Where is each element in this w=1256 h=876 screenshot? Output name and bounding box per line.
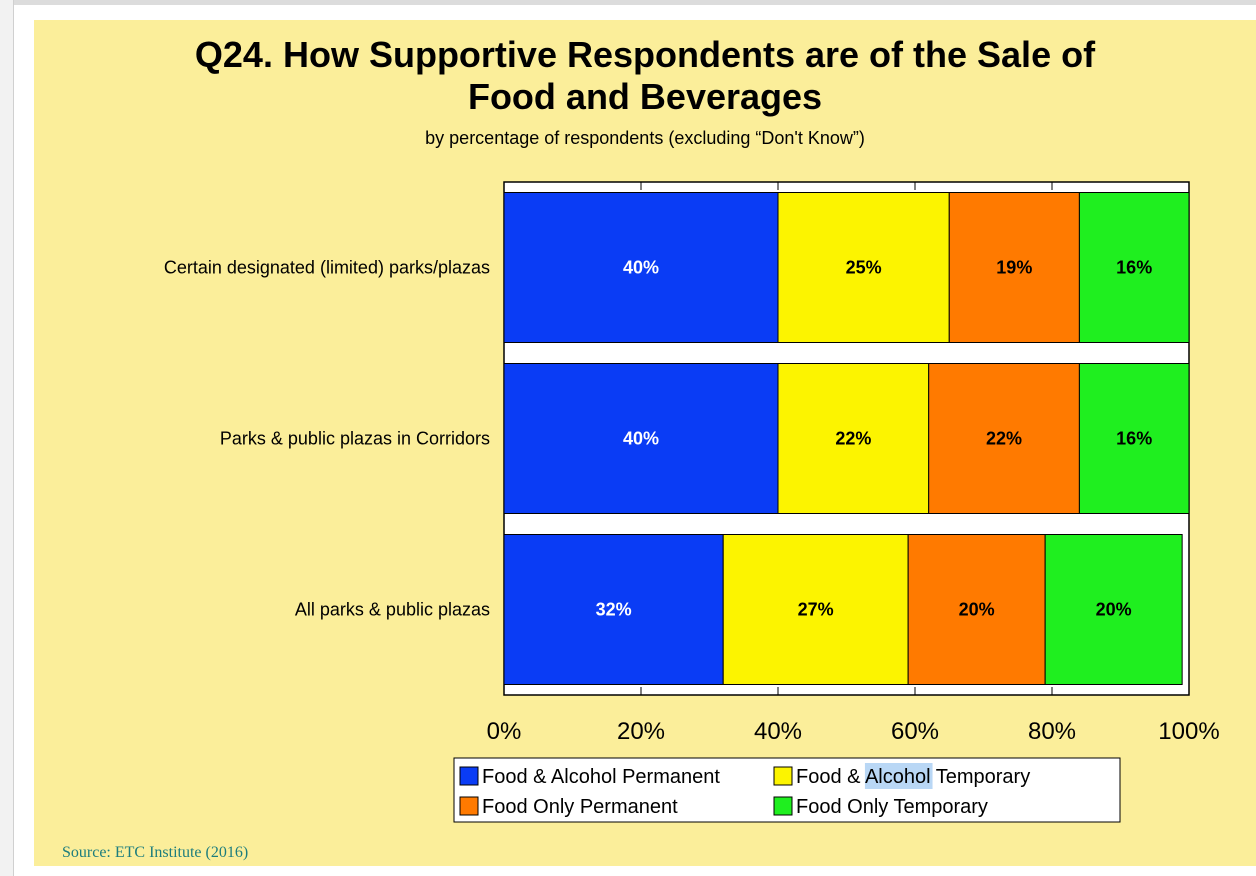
- data-label: 22%: [986, 429, 1022, 449]
- chart-title: Q24. How Supportive Respondents are of t…: [194, 34, 1096, 117]
- legend-label: Food Only Temporary: [796, 796, 988, 818]
- category-label: Parks & public plazas in Corridors: [220, 429, 490, 449]
- chart-subtitle: by percentage of respondents (excluding …: [425, 128, 865, 148]
- chart-slide: Q24. How Supportive Respondents are of t…: [34, 20, 1256, 866]
- bar-segment: [722, 534, 909, 685]
- category-label: All parks & public plazas: [295, 600, 490, 620]
- legend-swatch: [773, 766, 793, 786]
- bar-segment: [777, 192, 950, 343]
- x-tick-label: 80%: [1028, 718, 1076, 745]
- x-tick-label: 40%: [754, 718, 802, 745]
- bar-segment: [503, 363, 779, 514]
- data-label: 19%: [996, 258, 1032, 278]
- bar-segment: [948, 192, 1080, 343]
- legend-label: Food & Alcohol Permanent: [482, 766, 720, 788]
- x-tick-label: 0%: [487, 718, 522, 745]
- data-label: 25%: [846, 258, 882, 278]
- data-label: 40%: [623, 258, 659, 278]
- category-label: Certain designated (limited) parks/plaza…: [164, 258, 490, 278]
- bar-segment: [503, 534, 724, 685]
- data-label: 22%: [835, 429, 871, 449]
- data-label: 16%: [1116, 258, 1152, 278]
- legend-label: Food & Alcohol Temporary: [796, 766, 1030, 788]
- data-label: 20%: [1096, 600, 1132, 620]
- bar-segment: [928, 363, 1080, 514]
- data-label: 20%: [959, 600, 995, 620]
- bar-segment: [1078, 363, 1190, 514]
- legend-swatch: [459, 796, 479, 816]
- x-tick-label: 20%: [617, 718, 665, 745]
- legend-swatch: [773, 796, 793, 816]
- source-note: Source: ETC Institute (2016): [62, 844, 249, 861]
- data-label: 27%: [798, 600, 834, 620]
- window-left-edge: [0, 0, 14, 876]
- bar-segment: [907, 534, 1046, 685]
- data-label: 16%: [1116, 429, 1152, 449]
- legend-label: Food Only Permanent: [482, 796, 678, 818]
- data-label: 32%: [596, 600, 632, 620]
- text-selection-highlight: [864, 763, 933, 789]
- window-top-edge: [0, 0, 1256, 5]
- data-label: 40%: [623, 429, 659, 449]
- stacked-bar-chart: 40% 25% 19% 16% Certain designated (limited)…: [164, 181, 1220, 823]
- bar-segment: [777, 363, 930, 514]
- x-tick-label: 60%: [891, 718, 939, 745]
- bar-segment: [1044, 534, 1183, 685]
- bar-segment: [503, 192, 779, 343]
- legend-swatch: [459, 766, 479, 786]
- bar-segment: [1078, 192, 1190, 343]
- x-tick-label: 100%: [1158, 718, 1219, 745]
